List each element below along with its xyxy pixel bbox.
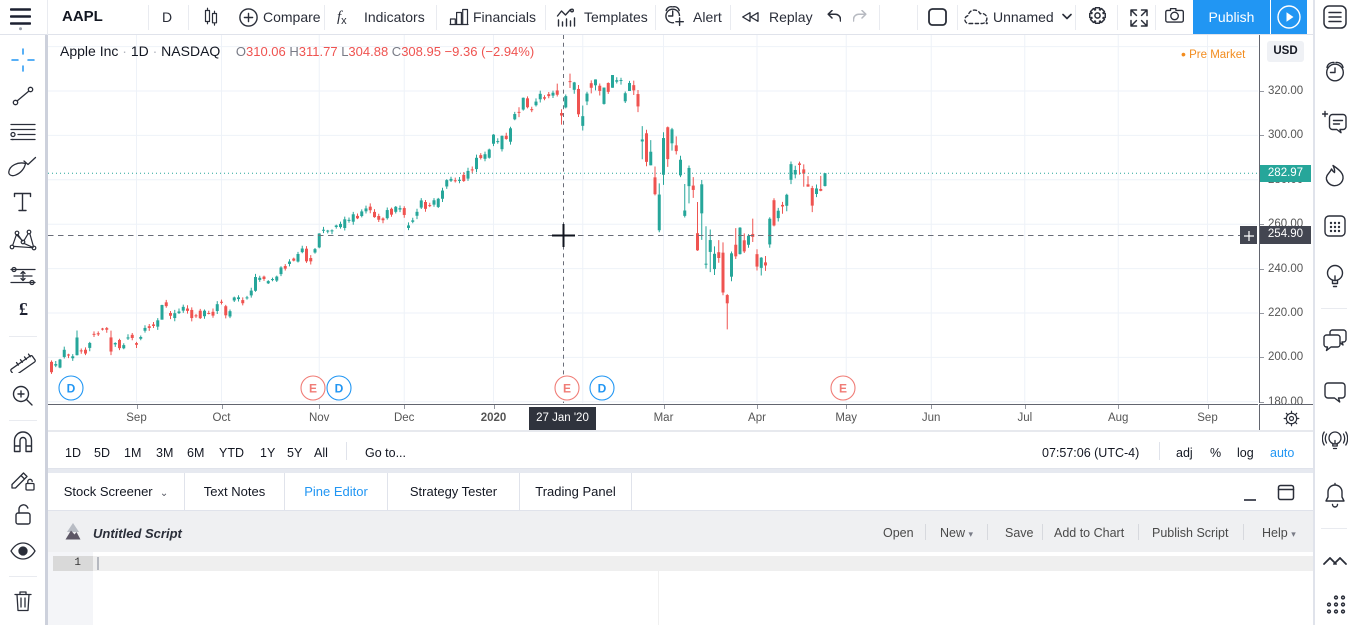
svg-text:D: D [67, 382, 76, 396]
svg-text:E: E [563, 382, 571, 396]
svg-text:E: E [839, 382, 847, 396]
svg-text:D: D [335, 382, 344, 396]
svg-text:D: D [598, 382, 607, 396]
svg-text:E: E [309, 382, 317, 396]
